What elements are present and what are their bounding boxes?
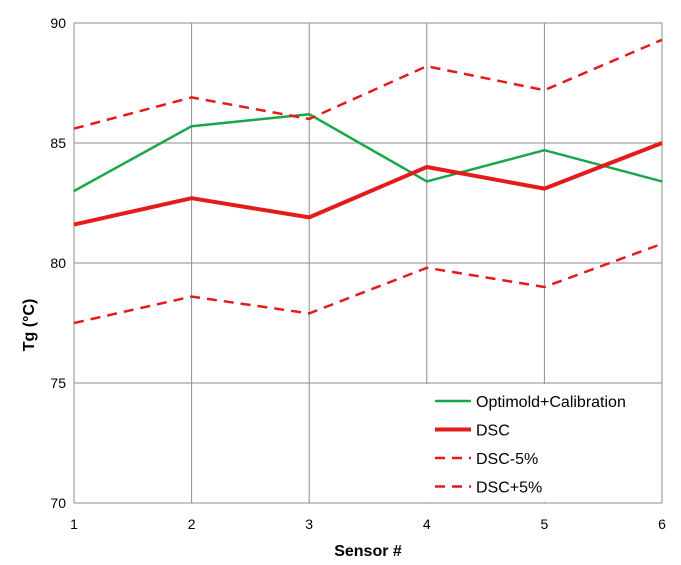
y-tick-label-3: 85 bbox=[50, 135, 66, 151]
legend-label-0: Optimold+Calibration bbox=[476, 394, 626, 411]
series-line-3 bbox=[73, 38, 663, 130]
y-axis-title: Tg (°C) bbox=[21, 299, 38, 352]
x-axis-title: Sensor # bbox=[334, 543, 402, 560]
legend-background bbox=[425, 384, 661, 502]
y-tick-label-0: 70 bbox=[50, 495, 66, 511]
y-tick-label-4: 90 bbox=[50, 15, 66, 31]
x-tick-label-0: 1 bbox=[70, 516, 78, 532]
y-tick-label-2: 80 bbox=[50, 255, 66, 271]
series-line-2 bbox=[73, 242, 663, 325]
x-tick-label-2: 3 bbox=[305, 516, 313, 532]
tick-labels: 70 75 80 85 90 1 2 3 4 5 6 bbox=[50, 15, 666, 532]
series-lines bbox=[73, 38, 663, 325]
x-tick-label-5: 6 bbox=[658, 516, 666, 532]
x-tick-label-4: 5 bbox=[541, 516, 549, 532]
x-tick-label-1: 2 bbox=[188, 516, 196, 532]
x-tick-label-3: 4 bbox=[423, 516, 431, 532]
legend: Optimold+Calibration DSC DSC-5% DSC+5% bbox=[425, 384, 661, 502]
legend-label-2: DSC-5% bbox=[476, 451, 538, 468]
series-line-1 bbox=[73, 141, 663, 227]
y-tick-label-1: 75 bbox=[50, 375, 66, 391]
legend-label-1: DSC bbox=[476, 423, 510, 440]
legend-label-3: DSC+5% bbox=[476, 480, 542, 497]
series-line-0 bbox=[73, 112, 663, 193]
